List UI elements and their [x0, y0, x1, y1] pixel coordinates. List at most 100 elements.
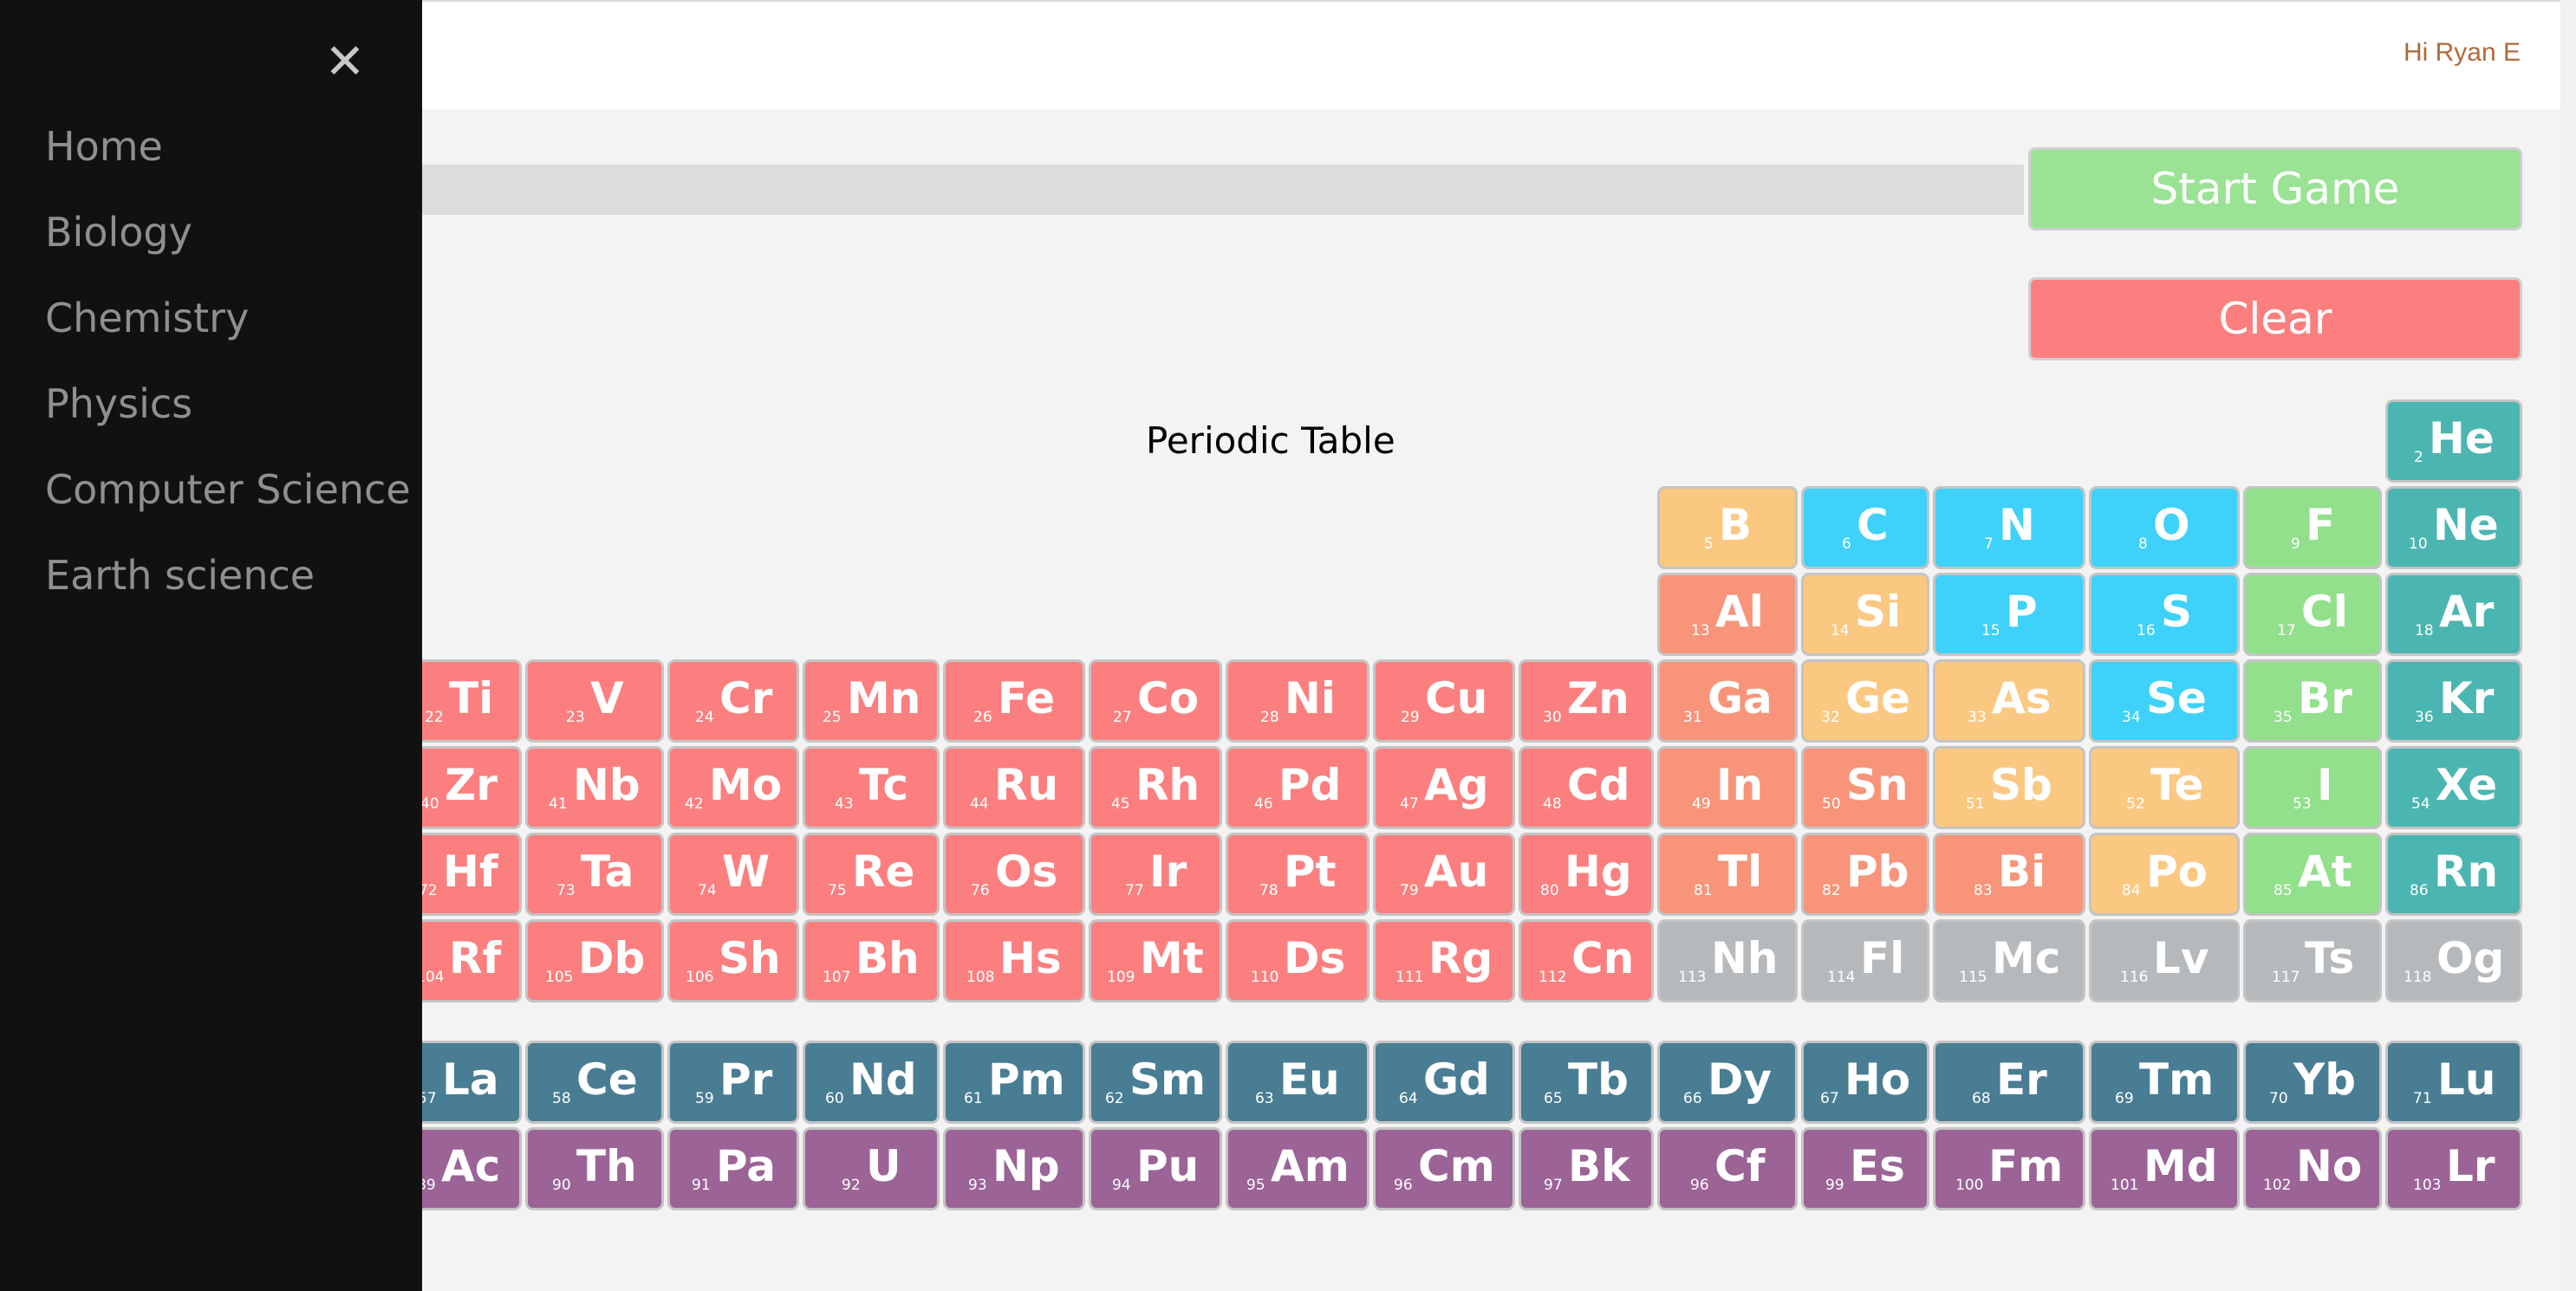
element-tile-ce[interactable]: 58 Ce	[525, 1041, 664, 1124]
element-tile-rg[interactable]: 111 Rg	[1373, 919, 1515, 1002]
element-tile-sn[interactable]: 50 Sn	[1801, 746, 1929, 829]
element-tile-db[interactable]: 105 Db	[525, 919, 664, 1002]
element-tile-ds[interactable]: 110 Ds	[1226, 919, 1369, 1002]
element-tile-pb[interactable]: 82 Pb	[1801, 833, 1929, 916]
element-tile-cu[interactable]: 29 Cu	[1373, 659, 1515, 743]
nav-item-home[interactable]: Home	[45, 123, 163, 170]
element-tile-bi[interactable]: 83 Bi	[1933, 833, 2085, 916]
element-tile-ge[interactable]: 32 Ge	[1801, 659, 1929, 743]
element-tile-at[interactable]: 85 At	[2243, 833, 2382, 916]
element-tile-am[interactable]: 95 Am	[1226, 1127, 1369, 1210]
element-tile-bk[interactable]: 97 Bk	[1519, 1127, 1654, 1210]
nav-item-biology[interactable]: Biology	[45, 209, 192, 256]
element-tile-pm[interactable]: 61 Pm	[943, 1041, 1085, 1124]
nav-item-chemistry[interactable]: Chemistry	[45, 295, 250, 341]
element-tile-cm[interactable]: 96 Cm	[1373, 1127, 1515, 1210]
element-tile-mc[interactable]: 115 Mc	[1933, 919, 2085, 1002]
element-tile-lv[interactable]: 116 Lv	[2089, 919, 2240, 1002]
element-tile-se[interactable]: 34 Se	[2089, 659, 2240, 743]
element-tile-rn[interactable]: 86 Rn	[2385, 833, 2522, 916]
element-tile-gd[interactable]: 64 Gd	[1373, 1041, 1515, 1124]
element-tile-np[interactable]: 93 Np	[943, 1127, 1085, 1210]
element-tile-pa[interactable]: 91 Pa	[667, 1127, 799, 1210]
element-tile-cf[interactable]: 96 Cf	[1657, 1127, 1798, 1210]
element-tile-ne[interactable]: 10 Ne	[2385, 486, 2522, 569]
element-tile-er[interactable]: 68 Er	[1933, 1041, 2085, 1124]
element-tile-pr[interactable]: 59 Pr	[667, 1041, 799, 1124]
close-icon[interactable]: ✕	[324, 34, 366, 90]
element-tile-mo[interactable]: 42 Mo	[667, 746, 799, 829]
element-tile-he[interactable]: 2 He	[2385, 399, 2522, 483]
element-tile-mt[interactable]: 109 Mt	[1089, 919, 1222, 1002]
element-tile-u[interactable]: 92 U	[803, 1127, 940, 1210]
element-tile-cl[interactable]: 17 Cl	[2243, 573, 2382, 656]
element-tile-ru[interactable]: 44 Ru	[943, 746, 1085, 829]
element-tile-au[interactable]: 79 Au	[1373, 833, 1515, 916]
element-tile-sh[interactable]: 106 Sh	[667, 919, 799, 1002]
element-tile-eu[interactable]: 63 Eu	[1226, 1041, 1369, 1124]
element-tile-v[interactable]: 23 V	[525, 659, 664, 743]
element-tile-fl[interactable]: 114 Fl	[1801, 919, 1929, 1002]
element-tile-ta[interactable]: 73 Ta	[525, 833, 664, 916]
element-tile-ag[interactable]: 47 Ag	[1373, 746, 1515, 829]
element-tile-no[interactable]: 102 No	[2243, 1127, 2382, 1210]
element-tile-in[interactable]: 49 In	[1657, 746, 1798, 829]
page-scrollbar[interactable]	[2560, 0, 2576, 1291]
element-tile-pd[interactable]: 46 Pd	[1226, 746, 1369, 829]
element-tile-es[interactable]: 99 Es	[1801, 1127, 1929, 1210]
element-tile-lr[interactable]: 103 Lr	[2385, 1127, 2522, 1210]
element-tile-ts[interactable]: 117 Ts	[2243, 919, 2382, 1002]
element-tile-rh[interactable]: 45 Rh	[1089, 746, 1222, 829]
element-tile-nh[interactable]: 113 Nh	[1657, 919, 1798, 1002]
element-tile-cd[interactable]: 48 Cd	[1519, 746, 1654, 829]
element-tile-tl[interactable]: 81 Tl	[1657, 833, 1798, 916]
element-tile-nd[interactable]: 60 Nd	[803, 1041, 940, 1124]
element-tile-w[interactable]: 74 W	[667, 833, 799, 916]
element-tile-cr[interactable]: 24 Cr	[667, 659, 799, 743]
element-tile-sb[interactable]: 51 Sb	[1933, 746, 2085, 829]
nav-item-computer-science[interactable]: Computer Science	[45, 466, 411, 513]
element-tile-co[interactable]: 27 Co	[1089, 659, 1222, 743]
element-tile-nb[interactable]: 41 Nb	[525, 746, 664, 829]
element-tile-i[interactable]: 53 I	[2243, 746, 2382, 829]
element-tile-ho[interactable]: 67 Ho	[1801, 1041, 1929, 1124]
element-tile-os[interactable]: 76 Os	[943, 833, 1085, 916]
element-tile-fe[interactable]: 26 Fe	[943, 659, 1085, 743]
clear-button[interactable]: Clear	[2028, 277, 2522, 360]
element-tile-ir[interactable]: 77 Ir	[1089, 833, 1222, 916]
element-tile-tm[interactable]: 69 Tm	[2089, 1041, 2240, 1124]
element-tile-re[interactable]: 75 Re	[803, 833, 940, 916]
element-tile-ga[interactable]: 31 Ga	[1657, 659, 1798, 743]
element-tile-md[interactable]: 101 Md	[2089, 1127, 2240, 1210]
element-tile-dy[interactable]: 66 Dy	[1657, 1041, 1798, 1124]
element-tile-lu[interactable]: 71 Lu	[2385, 1041, 2522, 1124]
element-tile-tb[interactable]: 65 Tb	[1519, 1041, 1654, 1124]
element-tile-po[interactable]: 84 Po	[2089, 833, 2240, 916]
element-tile-zn[interactable]: 30 Zn	[1519, 659, 1654, 743]
element-tile-pt[interactable]: 78 Pt	[1226, 833, 1369, 916]
element-tile-th[interactable]: 90 Th	[525, 1127, 664, 1210]
element-tile-sm[interactable]: 62 Sm	[1089, 1041, 1222, 1124]
element-tile-cn[interactable]: 112 Cn	[1519, 919, 1654, 1002]
element-tile-mn[interactable]: 25 Mn	[803, 659, 940, 743]
element-tile-ni[interactable]: 28 Ni	[1226, 659, 1369, 743]
element-tile-bh[interactable]: 107 Bh	[803, 919, 940, 1002]
element-tile-s[interactable]: 16 S	[2089, 573, 2240, 656]
nav-item-earth-science[interactable]: Earth science	[45, 552, 315, 599]
element-tile-ar[interactable]: 18 Ar	[2385, 573, 2522, 656]
start-game-button[interactable]: Start Game	[2028, 147, 2522, 230]
element-tile-hg[interactable]: 80 Hg	[1519, 833, 1654, 916]
element-tile-p[interactable]: 15 P	[1933, 573, 2085, 656]
element-tile-te[interactable]: 52 Te	[2089, 746, 2240, 829]
element-tile-tc[interactable]: 43 Tc	[803, 746, 940, 829]
element-tile-as[interactable]: 33 As	[1933, 659, 2085, 743]
element-tile-xe[interactable]: 54 Xe	[2385, 746, 2522, 829]
element-tile-br[interactable]: 35 Br	[2243, 659, 2382, 743]
element-tile-si[interactable]: 14 Si	[1801, 573, 1929, 656]
element-tile-og[interactable]: 118 Og	[2385, 919, 2522, 1002]
